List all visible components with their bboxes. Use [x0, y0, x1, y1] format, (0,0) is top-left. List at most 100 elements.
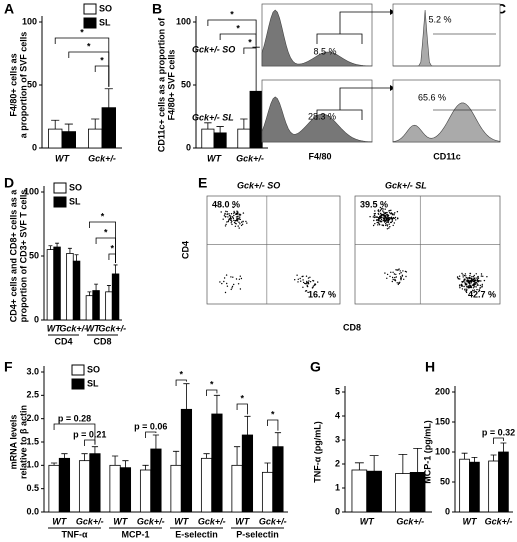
bracket [267, 419, 279, 431]
legend-swatch [53, 196, 67, 208]
event-dot [223, 215, 226, 217]
plot-title: Gck+/- SO [237, 180, 280, 190]
event-dot [224, 291, 227, 294]
event-dot [478, 290, 480, 293]
bracket [206, 389, 218, 396]
event-dot [386, 211, 388, 214]
event-dot [381, 214, 383, 217]
bracket [145, 431, 157, 438]
error-bar [183, 383, 190, 410]
event-dot [242, 220, 244, 223]
bracket-label: * [271, 409, 275, 419]
event-dot [400, 272, 402, 274]
bracket-label: p = 0.21 [73, 429, 106, 439]
panel-letter: E [198, 175, 207, 191]
bracket [219, 33, 257, 46]
event-dot [475, 273, 477, 275]
panel-letter: H [425, 359, 435, 375]
gate-percentage: 28.3 % [308, 111, 336, 121]
event-dot [239, 288, 242, 290]
y-tick-label: 2 [335, 458, 340, 468]
event-dot [469, 279, 471, 282]
event-dot [312, 285, 315, 287]
event-dot [234, 220, 236, 222]
bar [170, 464, 182, 513]
event-dot [226, 221, 228, 223]
event-dot [467, 280, 469, 283]
event-dot [312, 286, 314, 289]
bracket [236, 403, 248, 415]
event-dot [465, 277, 468, 279]
dot-plot-frame [354, 195, 501, 305]
event-dot [223, 280, 225, 283]
bracket [84, 439, 96, 446]
event-dot [483, 279, 486, 282]
event-dot [305, 275, 308, 277]
event-dot [473, 274, 475, 277]
event-dot [307, 291, 309, 293]
event-dot [469, 272, 471, 275]
event-dot [231, 223, 233, 226]
x-tick-label: WT [55, 153, 70, 163]
x-tick-label: WT [174, 516, 189, 526]
x-tick-label: Gck+/- [396, 516, 424, 526]
event-dot [307, 277, 310, 279]
event-dot [239, 275, 241, 277]
event-dot [237, 211, 239, 213]
event-dot [228, 213, 230, 215]
legend-label: SL [87, 378, 99, 388]
event-dot [236, 213, 238, 216]
event-dot [229, 216, 232, 219]
row-label: Gck+/- SO [192, 44, 235, 54]
panel-letter: C [496, 1, 506, 17]
bracket-label: * [110, 243, 114, 253]
event-dot [240, 277, 243, 280]
bracket-label: * [248, 37, 252, 47]
event-dot [385, 224, 387, 227]
event-dot [227, 216, 229, 218]
event-dot [397, 269, 399, 271]
arrow [339, 11, 390, 34]
group-label: CD8 [93, 336, 111, 346]
bar [72, 260, 81, 321]
event-dot [228, 215, 231, 217]
event-dot [482, 275, 484, 277]
x-tick-label: Gck+/- [485, 516, 513, 526]
histogram [393, 9, 500, 67]
event-dot [294, 279, 296, 281]
event-dot [469, 277, 472, 279]
bracket [53, 423, 96, 445]
event-dot [395, 276, 397, 278]
quadrant-percentage: 39.5 % [360, 199, 388, 209]
event-dot [302, 281, 305, 284]
error-bar [111, 455, 119, 466]
event-dot [225, 223, 227, 226]
plot-title: Gck+/- SL [385, 180, 427, 190]
bar [109, 464, 121, 513]
event-dot [389, 275, 391, 278]
event-dot [394, 276, 396, 279]
event-dot [480, 273, 483, 275]
event-dot [238, 218, 240, 220]
event-dot [237, 283, 240, 285]
group-label: P-selectin [236, 529, 279, 539]
bar [200, 457, 213, 513]
event-dot [387, 217, 389, 219]
bracket-label: * [104, 227, 108, 237]
bar [201, 128, 215, 149]
event-dot [379, 221, 381, 223]
x-axis-label: CD11c [433, 151, 461, 161]
error-bar [74, 254, 79, 262]
event-dot [233, 219, 235, 221]
error-bar [369, 455, 379, 472]
event-dot [394, 212, 396, 214]
event-dot [238, 227, 240, 229]
y-tick-label: 100 [176, 16, 191, 26]
error-bar [64, 123, 73, 132]
panel-letter: A [4, 1, 14, 17]
bar [231, 464, 243, 513]
event-dot [229, 215, 232, 217]
error-bar [94, 283, 99, 291]
event-dot [236, 219, 238, 221]
event-dot [395, 273, 397, 276]
